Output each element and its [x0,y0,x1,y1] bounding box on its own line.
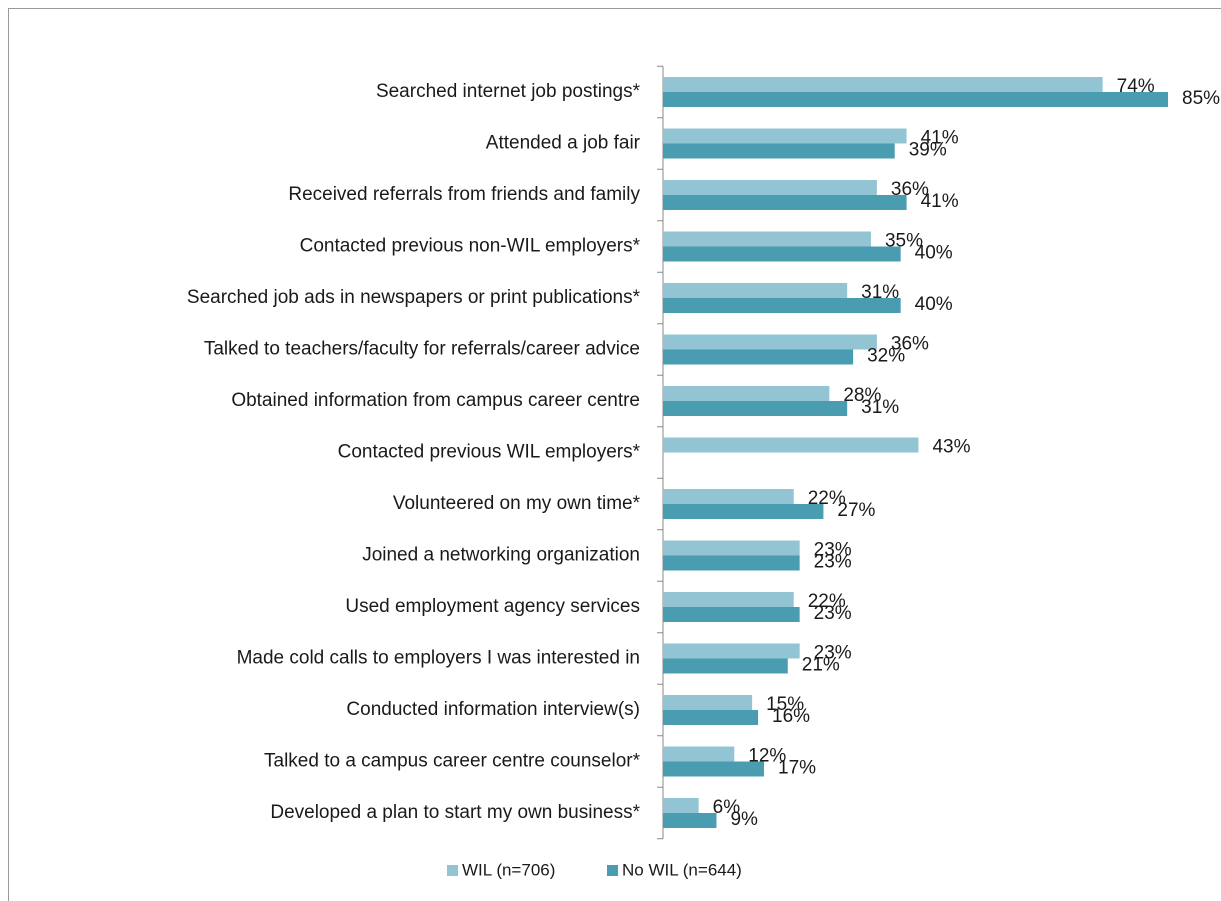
bar [663,246,901,262]
value-label: 41% [921,191,959,212]
bar [663,607,800,622]
category-label: Developed a plan to start my own busines… [270,802,640,823]
value-label: 35% [885,231,923,252]
bar [663,658,788,674]
value-label: 31% [861,282,899,303]
bar [663,128,907,144]
bar [663,92,1168,107]
value-label: 23% [814,603,852,624]
bar [663,334,877,350]
value-label: 40% [915,243,953,264]
bar [663,489,794,504]
value-label: 9% [730,809,758,830]
bar [663,643,800,659]
bar [663,77,1103,92]
value-label: 15% [766,694,804,715]
value-label: 43% [932,437,970,458]
value-label: 36% [891,179,929,200]
category-label: Received referrals from friends and fami… [288,184,640,205]
category-label: Searched internet job postings* [376,81,641,102]
value-label: 40% [915,294,953,315]
bar [663,298,901,313]
bar [663,437,919,453]
legend-label: No WIL (n=644) [622,860,742,879]
value-label: 74% [1117,76,1155,97]
category-label: Attended a job fair [486,133,641,154]
value-label: 17% [778,758,816,779]
value-label: 28% [843,385,881,406]
bar [663,540,800,556]
legend-swatch [447,865,458,876]
bar [663,349,854,365]
bar [663,710,759,725]
bar [663,386,830,401]
value-label: 23% [814,540,852,561]
bar [663,231,871,247]
category-label: Talked to a campus career centre counsel… [264,751,641,772]
category-label: Contacted previous WIL employers* [338,442,641,463]
frame [8,8,1221,901]
bar [663,195,907,210]
value-label: 32% [867,346,905,367]
value-label: 41% [921,128,959,149]
bar [663,761,764,777]
value-label: 22% [808,591,846,612]
legend-swatch [607,865,618,876]
value-label: 23% [814,643,852,664]
value-label: 22% [808,488,846,509]
category-label: Used employment agency services [345,596,640,617]
category-label: Made cold calls to employers I was inter… [237,648,640,669]
category-label: Contacted previous non-WIL employers* [300,236,641,257]
value-label: 85% [1182,88,1220,109]
value-label: 31% [861,397,899,418]
category-label: Conducted information interview(s) [346,699,640,720]
value-label: 27% [837,500,875,521]
bar [663,695,753,710]
value-label: 36% [891,334,929,355]
bar [663,813,717,828]
value-label: 21% [802,655,840,676]
bar [663,180,877,195]
legend-label: WIL (n=706) [462,860,555,879]
value-label: 23% [814,552,852,573]
category-label: Obtained information from campus career … [231,390,640,411]
category-label: Volunteered on my own time* [393,493,641,514]
bar [663,746,735,762]
bar [663,504,824,519]
value-label: 12% [748,746,786,767]
value-label: 6% [713,797,741,818]
bar [663,798,699,813]
value-label: 39% [909,140,947,161]
value-label: 16% [772,706,810,727]
bar [663,401,848,416]
bar [663,555,800,571]
bar [663,592,794,607]
category-label: Joined a networking organization [362,545,640,566]
bar [663,143,895,159]
category-label: Searched job ads in newspapers or print … [187,287,641,308]
category-label: Talked to teachers/faculty for referrals… [204,339,640,360]
bar [663,283,848,298]
